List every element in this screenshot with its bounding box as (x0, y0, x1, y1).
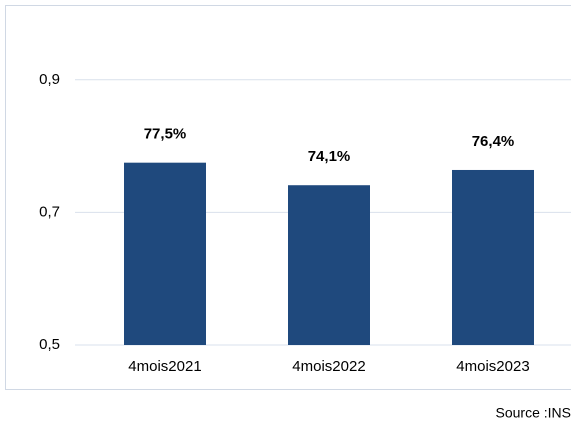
bar (124, 162, 206, 345)
x-tick-label: 4mois2023 (456, 358, 529, 375)
data-label: 76,4% (472, 133, 515, 150)
y-tick-label: 0,9 (39, 71, 60, 88)
chart-border (5, 5, 571, 390)
source-note: Source :INS (496, 405, 571, 421)
y-tick-label: 0,7 (39, 203, 60, 220)
data-label: 77,5% (144, 126, 187, 143)
bar (452, 169, 534, 345)
data-label: 74,1% (308, 148, 351, 165)
x-tick-label: 4mois2022 (292, 358, 365, 375)
x-tick-label: 4mois2021 (128, 358, 201, 375)
bar (288, 185, 370, 345)
y-tick-label: 0,5 (39, 336, 60, 353)
